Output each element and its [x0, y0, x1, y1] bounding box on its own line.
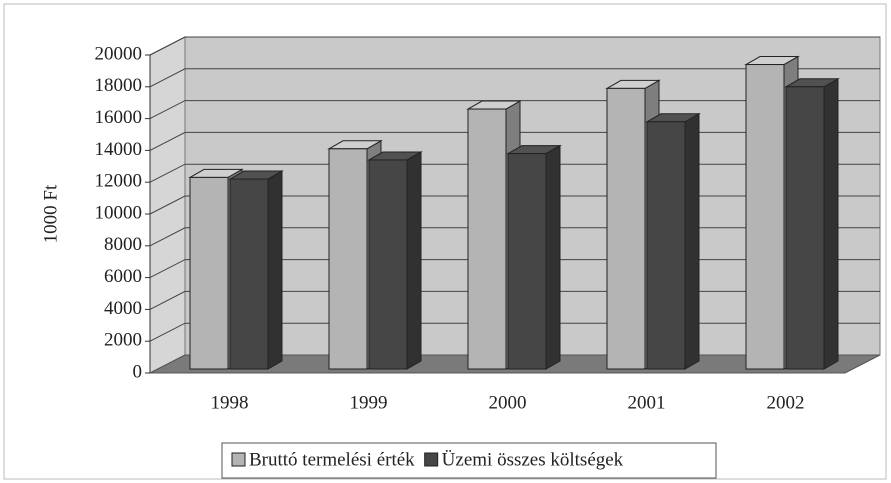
grid-line — [149, 68, 880, 88]
bar — [229, 178, 269, 370]
bar — [646, 121, 686, 370]
x-tick-label: 1998 — [211, 392, 249, 413]
bar-side — [684, 112, 700, 370]
y-tick-label: 16000 — [95, 107, 143, 128]
bar-side — [545, 144, 561, 370]
legend-swatch — [424, 452, 439, 467]
y-tick-label: 6000 — [104, 266, 142, 287]
y-tick-label: 14000 — [95, 139, 143, 160]
y-tick-label: 4000 — [104, 298, 142, 319]
y-tick-label: 8000 — [104, 234, 142, 255]
bar — [745, 64, 785, 370]
bar — [328, 148, 368, 370]
bar-side — [267, 170, 283, 370]
legend-label: Bruttó termelési érték — [249, 449, 415, 470]
y-axis-title: 1000 Ft — [40, 184, 61, 243]
y-tick-label: 0 — [133, 361, 143, 382]
y-tick-label: 10000 — [95, 202, 143, 223]
bar — [189, 176, 229, 370]
y-tick-label: 12000 — [95, 171, 143, 192]
bar — [507, 153, 547, 370]
x-tick-label: 2001 — [628, 392, 666, 413]
legend-swatch — [231, 452, 246, 467]
x-tick-label: 1999 — [350, 392, 388, 413]
bar — [606, 87, 646, 370]
y-tick-label: 18000 — [95, 75, 143, 96]
y-tick-label: 20000 — [95, 43, 143, 64]
legend — [221, 442, 717, 479]
bar-side — [406, 151, 422, 370]
x-tick-label: 2000 — [489, 392, 527, 413]
grid-line — [149, 36, 880, 56]
legend-label: Üzemi összes költségek — [442, 449, 624, 470]
bar — [467, 108, 507, 370]
y-tick-label: 2000 — [104, 330, 142, 351]
bar — [785, 86, 825, 370]
bar-side — [823, 77, 839, 370]
bar — [368, 159, 408, 370]
x-tick-label: 2002 — [767, 392, 805, 413]
